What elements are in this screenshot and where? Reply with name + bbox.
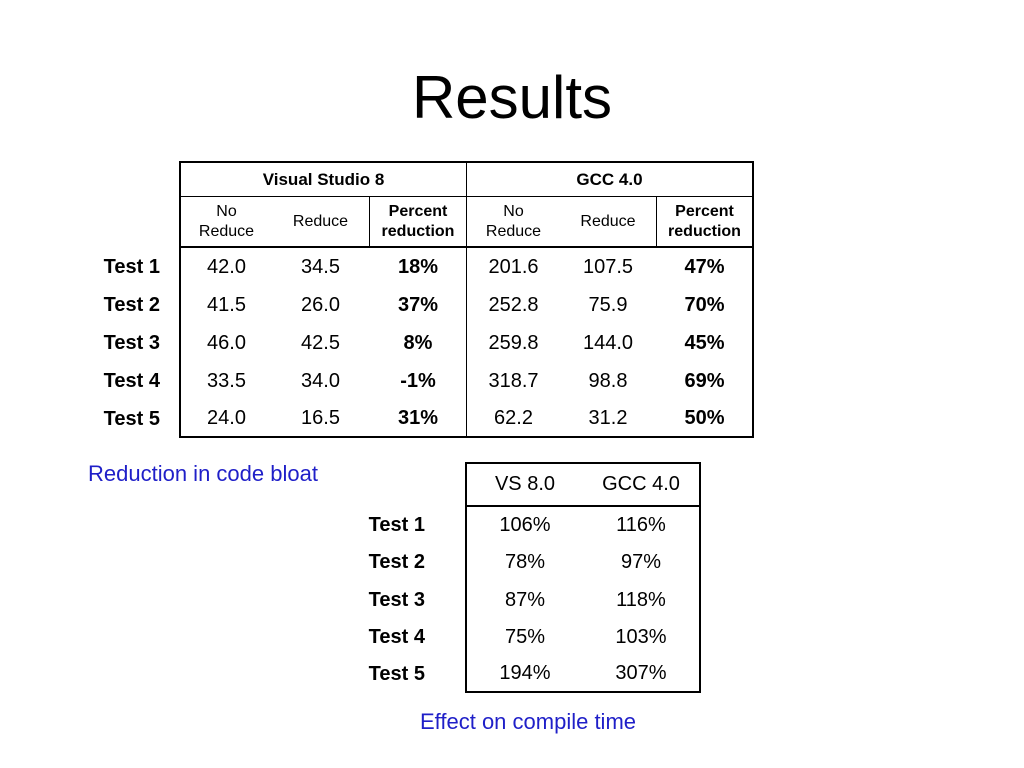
table1-left-border	[179, 161, 181, 438]
table1-cell: 34.0	[301, 369, 340, 392]
table1-row-label: Test 5	[103, 407, 160, 430]
table2-cell: 118%	[616, 588, 666, 611]
table1-cell: 33.5	[207, 369, 246, 392]
table2-header: VS 8.0	[494, 473, 556, 495]
table2-left-border	[465, 462, 467, 693]
table1-cell: 144.0	[582, 331, 634, 354]
table1-cell: 259.8	[488, 331, 539, 354]
table1-subheader: No Reduce	[485, 202, 542, 240]
table2-row-label: Test 1	[368, 514, 425, 536]
table2-caption: Effect on compile time	[419, 709, 637, 734]
table1-row-label: Test 2	[103, 293, 160, 316]
table1-group-header: Visual Studio 8	[262, 169, 385, 189]
table1-subheader: Reduce	[580, 212, 636, 230]
slide-title: Results	[411, 64, 613, 131]
table2-row-label: Test 3	[368, 588, 425, 611]
table1-cell: 75.9	[588, 293, 628, 316]
table1-caption: Reduction in code bloat	[88, 461, 318, 486]
table1-subheader: Percent reduction	[381, 202, 455, 240]
table1-cell: 34.5	[301, 255, 340, 278]
table1-cell: 16.5	[301, 406, 340, 429]
table1-cell: 46.0	[207, 331, 246, 354]
table1-cell: 45%	[684, 331, 725, 354]
table2-cell: 194%	[499, 662, 551, 684]
table1-cell: -1%	[400, 369, 436, 392]
table1-cell: 107.5	[582, 255, 634, 278]
table2-top-border	[465, 462, 701, 464]
table1-cell: 37%	[397, 293, 439, 316]
table1-cell: 31%	[397, 406, 439, 429]
table1-cell: 252.8	[488, 293, 539, 316]
table1-cell: 50%	[684, 406, 725, 429]
table1-cell: 62.2	[494, 406, 533, 429]
table1-vs-percent-divider	[369, 197, 370, 247]
table2-cell: 87%	[504, 588, 546, 611]
table1-subheader: Percent reduction	[668, 202, 741, 240]
table2-header: GCC 4.0	[602, 473, 680, 495]
table1-cell: 318.7	[488, 369, 539, 392]
table1-cell: 41.5	[207, 293, 246, 316]
table2-row-label: Test 5	[368, 662, 425, 685]
table2-cell: 106%	[499, 514, 551, 536]
table2-cell: 103%	[615, 626, 667, 648]
table1-cell: 24.0	[207, 406, 246, 429]
table1-cell: 31.2	[588, 406, 628, 429]
table1-cell: 26.0	[301, 293, 340, 316]
table2-cell: 97%	[620, 551, 662, 573]
table1-cell: 42.0	[207, 255, 246, 278]
table1-group-header: GCC 4.0	[576, 169, 643, 189]
table1-cell: 47%	[684, 255, 725, 278]
table2-cell: 307%	[615, 662, 667, 684]
table2-row-label: Test 2	[368, 551, 425, 573]
table2-cell: 75%	[504, 626, 546, 648]
table1-subheader: Reduce	[292, 212, 349, 230]
table1-row-label: Test 1	[103, 255, 160, 278]
table1-row-label: Test 4	[103, 369, 160, 392]
table2-bottom-border	[465, 691, 701, 693]
table1-cell: 8%	[403, 331, 433, 354]
table1-cell: 98.8	[588, 369, 628, 392]
table2-cell: 78%	[504, 551, 546, 573]
table1-gcc-percent-divider	[656, 197, 657, 247]
table1-subheader: No Reduce	[198, 202, 255, 240]
table1-cell: 69%	[684, 369, 725, 392]
table2-header-divider	[465, 505, 701, 507]
table1-cell: 70%	[684, 293, 725, 316]
table1-cell: 18%	[397, 255, 439, 278]
table2-right-border	[699, 462, 701, 693]
table2-cell: 116%	[616, 514, 666, 536]
table2-row-label: Test 4	[368, 626, 425, 648]
table1-right-border	[752, 161, 754, 438]
table1-row-label: Test 3	[103, 331, 160, 354]
table1-cell: 42.5	[301, 331, 340, 354]
table1-middle-border	[466, 161, 467, 438]
table1-cell: 201.6	[488, 255, 539, 278]
